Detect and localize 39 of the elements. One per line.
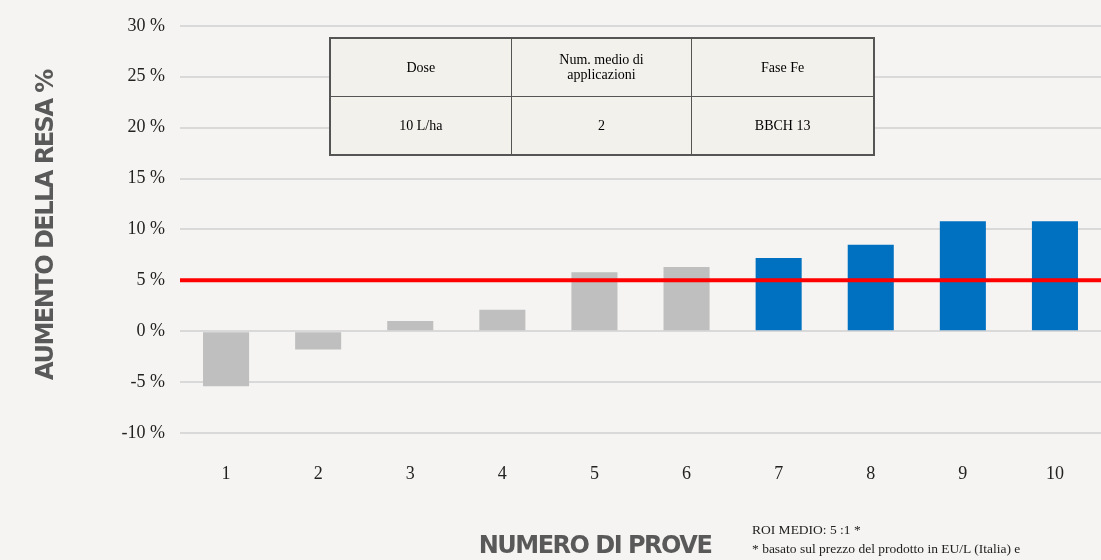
y-tick-label: 30 % [127,14,165,35]
y-tick-label: 25 % [127,65,165,86]
bar [755,257,802,331]
bar [203,332,250,387]
x-tick-label: 5 [589,462,599,483]
annotation: BBCH 13 [753,116,812,135]
y-tick-label: 15 % [127,167,165,188]
x-tick-label: 9 [958,462,968,483]
y-tick-label: 0 % [136,319,165,340]
x-tick-label: 4 [497,462,507,483]
x-tick-label: 3 [405,462,415,483]
annotation: Fase Fe [692,39,873,97]
text: ROI MEDIO: 5 :1 * [752,521,862,539]
y-tick-label: -5 % [130,370,165,391]
x-axis-title: NUMERO DI PROVE [478,531,712,559]
bar [939,221,986,331]
x-tick-label: 8 [866,462,876,483]
x-tick-label: 10 [1045,462,1064,483]
x-tick-label: 7 [774,462,784,483]
bar [479,309,526,331]
bar [847,244,894,331]
annotation: Num. medio di applicazioni [511,39,693,97]
text: * basato sul prezzo del prodotto in EU/L (Italia) e [752,540,1021,558]
x-tick-label: 2 [313,462,323,483]
bar [387,321,434,331]
x-tick-label: 1 [221,462,231,483]
y-axis-title: AUMENTO DELLA RESA % [31,70,59,380]
y-tick-label: -10 % [121,421,165,442]
x-tick-label: 6 [682,462,692,483]
annotation: Dose [331,39,512,97]
y-tick-label: 5 % [136,269,165,290]
bar [571,272,618,331]
bar [1031,221,1078,331]
y-tick-label: 10 % [127,218,165,239]
annotation: 2 [511,96,693,154]
y-tick-label: 20 % [127,116,165,137]
bar [295,332,342,350]
annotation: 10 L/ha [331,96,512,154]
bar [663,267,710,331]
